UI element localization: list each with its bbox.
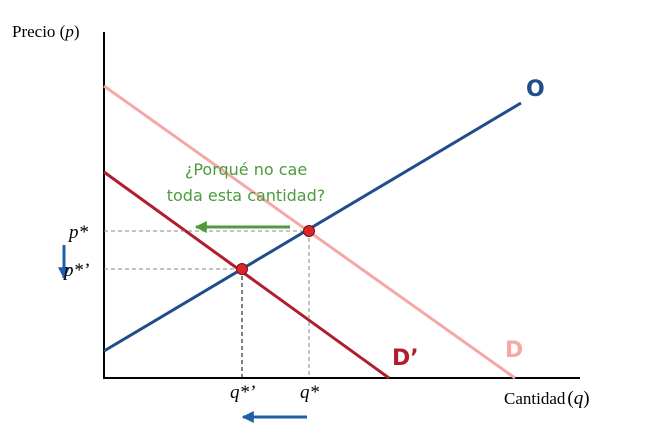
tick-q-star-prime: q*’ bbox=[230, 382, 255, 403]
annotation-line-1: ¿Porqué no cae bbox=[185, 160, 307, 179]
supply-label: O bbox=[526, 77, 545, 102]
y-axis-label: Precio (p) bbox=[12, 22, 80, 41]
equilibrium-point-new bbox=[236, 263, 248, 275]
equilibrium-point-original bbox=[303, 225, 315, 237]
tick-p-star: p* bbox=[67, 222, 89, 243]
demand-label: D bbox=[505, 338, 523, 363]
demand-curve-d-prime bbox=[103, 170, 390, 380]
tick-q-star: q* bbox=[300, 382, 320, 403]
tick-p-star-prime: p*’ bbox=[62, 260, 89, 281]
annotation-line-2: toda esta cantidad? bbox=[167, 186, 326, 205]
new-demand-label: D’ bbox=[392, 346, 419, 371]
x-axis-label: Cantidad (q) bbox=[504, 388, 590, 409]
